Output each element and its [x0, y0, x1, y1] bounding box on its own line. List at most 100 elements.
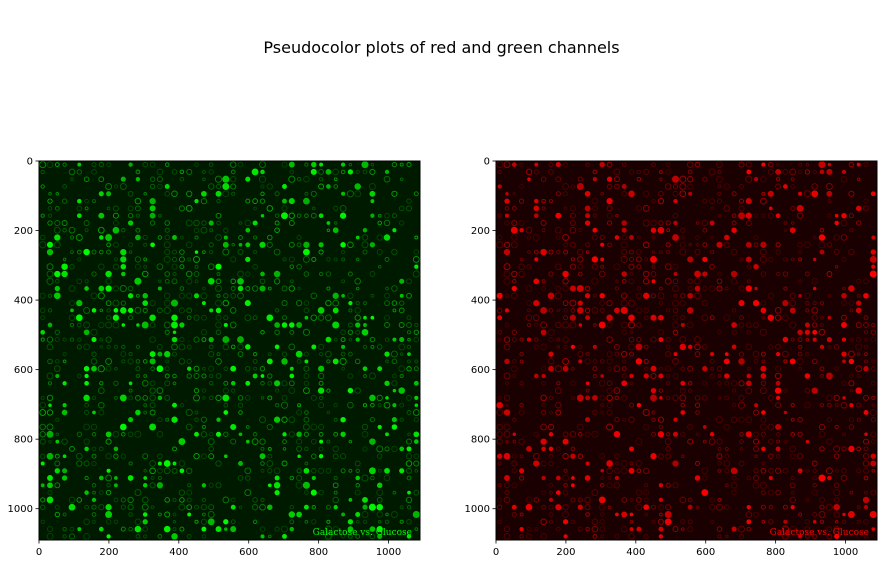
array-spot	[128, 213, 134, 219]
array-spot	[223, 315, 229, 321]
array-spot	[518, 475, 525, 481]
array-spot	[775, 423, 782, 431]
array-spot	[606, 409, 613, 416]
array-spot	[863, 330, 869, 335]
array-spot	[414, 468, 419, 473]
array-spot	[702, 366, 708, 372]
array-spot	[215, 373, 222, 379]
array-spot	[570, 241, 576, 248]
array-spot	[576, 394, 584, 402]
array-spot	[156, 365, 164, 373]
array-spot	[178, 460, 186, 467]
array-spot	[362, 344, 368, 350]
array-spot	[76, 249, 82, 255]
array-spot	[503, 452, 511, 460]
array-spot	[127, 285, 134, 292]
array-spot	[563, 534, 568, 539]
array-spot	[664, 277, 672, 285]
array-spot	[519, 403, 524, 408]
array-spot	[406, 475, 412, 481]
array-spot	[599, 512, 605, 517]
array-spot	[282, 439, 287, 444]
array-spot	[547, 328, 555, 336]
array-spot	[621, 292, 628, 299]
array-spot	[303, 387, 310, 394]
array-spot	[533, 299, 540, 307]
array-spot	[820, 323, 824, 327]
array-spot	[325, 336, 332, 343]
array-spot	[761, 359, 766, 364]
array-spot	[745, 241, 752, 248]
array-spot	[288, 256, 295, 263]
array-spot	[826, 533, 833, 540]
array-spot	[391, 285, 398, 292]
array-spot	[391, 424, 398, 430]
array-spot	[164, 373, 170, 379]
array-spot	[47, 381, 53, 386]
array-spot	[782, 271, 789, 277]
array-spot	[40, 395, 45, 400]
array-spot	[311, 161, 317, 168]
array-spot	[69, 300, 75, 306]
array-spot	[163, 241, 171, 249]
array-spot	[628, 321, 635, 329]
array-spot	[201, 453, 207, 460]
array-spot	[68, 226, 76, 234]
array-spot	[731, 220, 737, 226]
array-spot	[113, 241, 119, 248]
array-spot	[650, 336, 657, 343]
array-spot	[570, 308, 576, 313]
array-spot	[497, 329, 503, 335]
array-spot	[413, 439, 419, 444]
array-spot	[75, 314, 83, 322]
array-spot	[105, 453, 112, 460]
array-spot	[62, 454, 67, 459]
array-spot	[141, 503, 149, 511]
array-spot	[782, 336, 789, 343]
array-spot	[672, 329, 679, 336]
array-spot	[548, 483, 554, 488]
array-spot	[621, 227, 627, 233]
array-spot	[368, 183, 376, 190]
array-spot	[563, 344, 568, 349]
array-spot	[179, 169, 185, 175]
array-spot	[288, 198, 295, 205]
array-spot	[274, 475, 280, 481]
array-spot	[642, 408, 650, 417]
array-spot	[796, 357, 804, 365]
array-spot	[584, 358, 591, 365]
array-spot	[62, 468, 68, 474]
array-spot	[549, 199, 553, 204]
array-spot	[783, 439, 788, 444]
array-spot	[91, 483, 97, 488]
array-spot	[569, 285, 576, 292]
array-spot	[98, 176, 105, 183]
array-spot	[584, 190, 591, 197]
array-spot	[84, 409, 90, 416]
array-spot	[651, 279, 656, 284]
array-spot	[384, 169, 390, 175]
array-spot	[745, 161, 752, 168]
array-spot	[288, 416, 296, 424]
array-spot	[497, 519, 502, 524]
array-spot	[245, 425, 250, 429]
array-spot	[332, 453, 339, 460]
array-spot	[163, 321, 171, 329]
array-spot	[158, 213, 162, 218]
array-spot	[856, 373, 861, 379]
array-spot	[362, 403, 368, 408]
array-spot	[361, 328, 369, 336]
array-spot	[245, 439, 250, 444]
array-spot	[208, 365, 215, 372]
array-spot	[385, 396, 389, 400]
array-spot	[694, 285, 701, 292]
array-spot	[91, 395, 97, 401]
array-spot	[496, 307, 503, 314]
array-spot	[156, 176, 163, 183]
array-spot	[149, 183, 156, 190]
array-spot	[354, 460, 361, 467]
array-spot	[230, 183, 237, 190]
array-spot	[803, 190, 811, 198]
array-spot	[297, 286, 301, 291]
array-spot	[281, 351, 288, 357]
